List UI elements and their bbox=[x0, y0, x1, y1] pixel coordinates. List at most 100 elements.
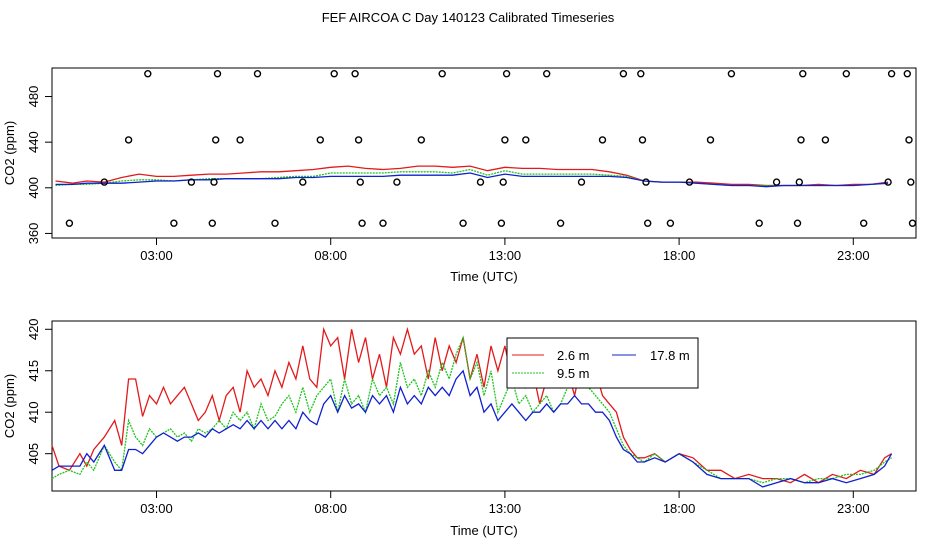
top-data-point bbox=[358, 219, 366, 227]
top-x-tick-label: 23:00 bbox=[837, 248, 870, 263]
top-data-point bbox=[619, 69, 628, 78]
top-plot-frame bbox=[51, 67, 917, 239]
top-data-point bbox=[354, 136, 363, 144]
top-data-point bbox=[860, 219, 868, 227]
top-data-point bbox=[438, 69, 446, 78]
bottom-series-layer bbox=[51, 326, 893, 488]
top-data-point bbox=[271, 219, 279, 227]
bottom-series-9-5-m-line bbox=[51, 335, 892, 484]
top-points-layer bbox=[65, 69, 917, 227]
top-x-tick-label: 03:00 bbox=[140, 248, 173, 263]
bottom-y-tick-label: 410 bbox=[26, 401, 41, 423]
top-data-point bbox=[497, 219, 506, 227]
legend-label-17-8m: 17.8 m bbox=[650, 348, 690, 363]
top-data-point bbox=[236, 136, 244, 144]
top-data-point bbox=[642, 178, 650, 186]
top-data-point bbox=[522, 136, 530, 144]
top-data-point bbox=[908, 219, 917, 227]
bottom-x-tick-label: 13:00 bbox=[489, 501, 522, 516]
top-data-point bbox=[299, 178, 307, 186]
top-data-point bbox=[706, 136, 715, 144]
top-data-point bbox=[577, 178, 586, 186]
bottom-y-tick-label: 415 bbox=[26, 360, 41, 382]
top-panel: 03:00 08:00 13:00 18:00 23:00 360 400 440 480 T… bbox=[2, 67, 917, 284]
top-data-point bbox=[210, 178, 218, 186]
top-data-point bbox=[685, 178, 694, 186]
top-data-point bbox=[821, 136, 830, 144]
bottom-x-tick-label: 03:00 bbox=[140, 501, 173, 516]
top-x-tick-label: 08:00 bbox=[314, 248, 347, 263]
top-series-2-6-m-line bbox=[55, 165, 889, 187]
top-data-point bbox=[501, 136, 509, 144]
top-y-tick-label: 480 bbox=[26, 86, 41, 108]
top-data-point bbox=[356, 178, 364, 186]
bottom-y-axis: 405 410 415 420 bbox=[26, 318, 52, 465]
top-data-point bbox=[316, 136, 324, 144]
top-data-point bbox=[100, 178, 109, 186]
legend-label-9-5m: 9.5 m bbox=[557, 366, 590, 381]
top-data-point bbox=[330, 69, 338, 78]
top-y-axis-title: CO2 (ppm) bbox=[2, 121, 17, 185]
bottom-x-tick-label: 23:00 bbox=[837, 501, 870, 516]
top-data-point bbox=[755, 219, 763, 227]
top-y-axis: 360 400 440 480 bbox=[26, 86, 52, 245]
top-data-point bbox=[887, 69, 896, 78]
top-data-point bbox=[884, 178, 892, 186]
top-data-point bbox=[637, 69, 645, 78]
top-data-point bbox=[795, 178, 803, 186]
top-data-point bbox=[644, 219, 652, 227]
top-x-axis-title: Time (UTC) bbox=[450, 269, 517, 284]
bottom-y-tick-label: 420 bbox=[26, 318, 41, 340]
top-x-axis: 03:00 08:00 13:00 18:00 23:00 bbox=[140, 238, 870, 263]
bottom-y-axis-title: CO2 (ppm) bbox=[2, 374, 17, 438]
bottom-panel: 03:00 08:00 13:00 18:00 23:00 405 410 415 420 T… bbox=[2, 318, 917, 538]
top-data-point bbox=[211, 136, 220, 144]
top-data-point bbox=[905, 136, 913, 144]
top-data-point bbox=[351, 69, 359, 78]
top-data-point bbox=[124, 136, 133, 144]
top-y-tick-label: 360 bbox=[26, 223, 41, 245]
top-data-point bbox=[213, 69, 222, 78]
top-data-point bbox=[799, 69, 807, 78]
bottom-x-axis: 03:00 08:00 13:00 18:00 23:00 bbox=[140, 491, 870, 516]
top-data-point bbox=[666, 219, 675, 227]
top-data-point bbox=[253, 69, 262, 78]
bottom-plot-frame bbox=[51, 320, 917, 492]
top-series-layer bbox=[55, 165, 889, 188]
top-data-point bbox=[772, 178, 781, 186]
legend: 2.6 m 17.8 m 9.5 m bbox=[506, 337, 699, 389]
top-data-point bbox=[543, 69, 551, 78]
top-data-point bbox=[459, 219, 467, 227]
figure-title: FEF AIRCOA C Day 140123 Calibrated Times… bbox=[322, 10, 615, 25]
bottom-y-tick-label: 405 bbox=[26, 443, 41, 465]
bottom-x-axis-title: Time (UTC) bbox=[450, 523, 517, 538]
bottom-x-tick-label: 18:00 bbox=[663, 501, 696, 516]
top-x-tick-label: 13:00 bbox=[489, 248, 522, 263]
top-data-point bbox=[393, 178, 401, 186]
top-y-tick-label: 440 bbox=[26, 131, 41, 153]
top-data-point bbox=[379, 219, 387, 227]
top-series-17-8-m-line bbox=[55, 172, 889, 188]
top-data-point bbox=[502, 69, 511, 78]
bottom-series-2-6-m-line bbox=[51, 326, 892, 484]
top-data-point bbox=[727, 69, 736, 78]
top-data-point bbox=[65, 219, 74, 227]
top-data-point bbox=[793, 219, 802, 227]
top-data-point bbox=[907, 178, 915, 186]
bottom-series-17-8-m-line bbox=[51, 369, 893, 488]
top-data-point bbox=[598, 136, 607, 144]
top-data-point bbox=[476, 178, 485, 186]
top-data-point bbox=[499, 178, 507, 186]
top-series-9-5-m-line bbox=[55, 168, 889, 187]
top-data-point bbox=[208, 219, 217, 227]
legend-box bbox=[506, 337, 699, 389]
top-data-point bbox=[797, 136, 805, 144]
top-y-tick-label: 400 bbox=[26, 177, 41, 199]
top-data-point bbox=[170, 219, 178, 227]
top-data-point bbox=[903, 69, 911, 78]
top-data-point bbox=[556, 219, 565, 227]
top-data-point bbox=[417, 136, 425, 144]
top-data-point bbox=[187, 178, 196, 186]
top-x-tick-label: 18:00 bbox=[663, 248, 696, 263]
